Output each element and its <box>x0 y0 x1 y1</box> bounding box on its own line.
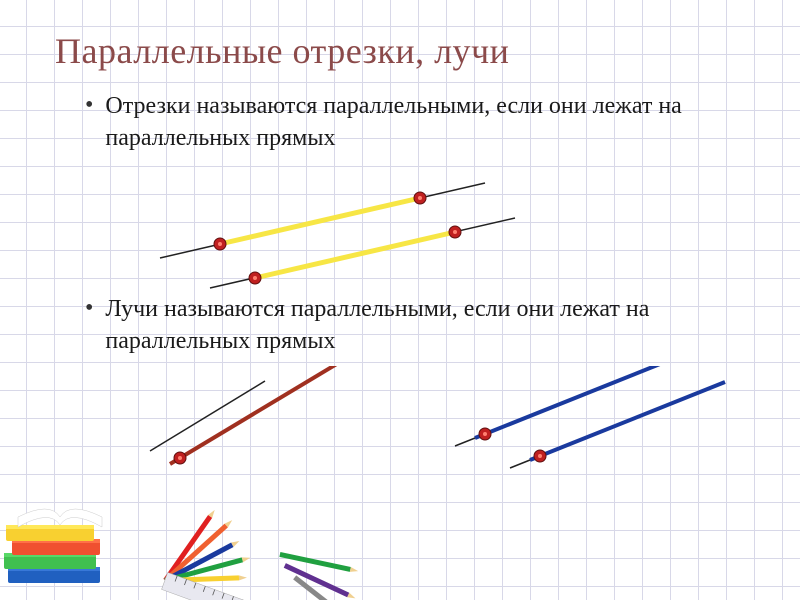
point-icon <box>449 226 461 238</box>
bullet-marker: • <box>85 90 93 121</box>
point-icon <box>249 272 261 284</box>
bullet-text-1: Отрезки называются параллельными, если о… <box>105 90 745 155</box>
point-icon <box>174 452 186 464</box>
point-icon <box>479 428 491 440</box>
content-area: • Отрезки называются параллельными, если… <box>55 90 745 496</box>
decoration-stationery <box>0 480 380 600</box>
point-icon <box>534 450 546 462</box>
diagram-rays <box>85 366 745 496</box>
diagram-segments <box>85 163 745 293</box>
bullet-item: • Отрезки называются параллельными, если… <box>85 90 745 155</box>
segments-svg <box>85 163 685 303</box>
point-icon <box>214 238 226 250</box>
slide-title: Параллельные отрезки, лучи <box>55 30 745 72</box>
point-icon <box>414 192 426 204</box>
